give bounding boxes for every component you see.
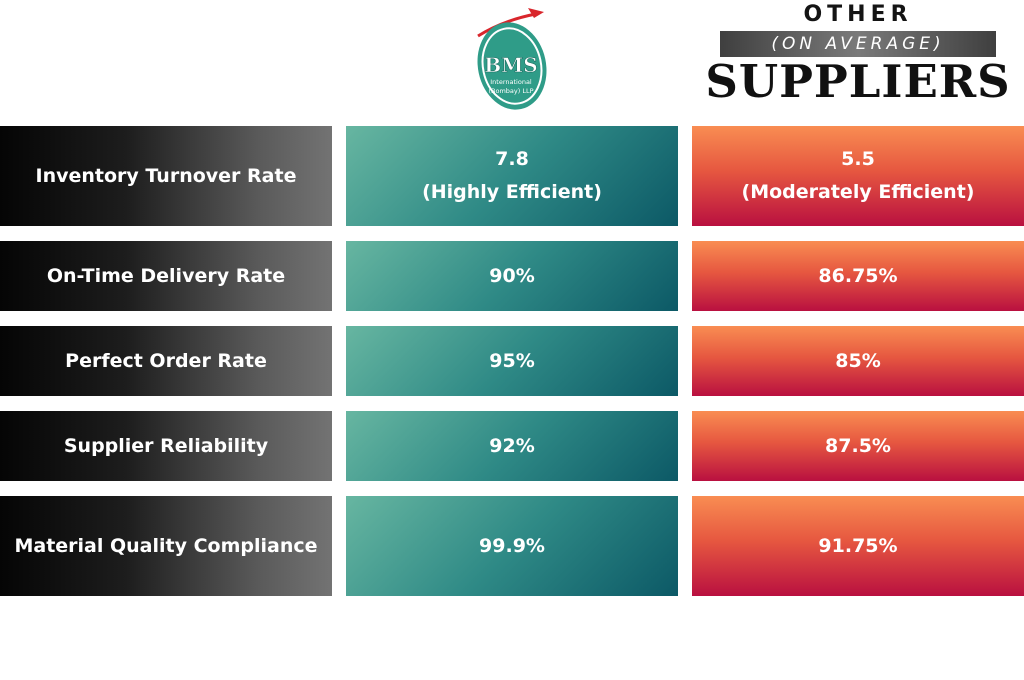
other-heading: OTHER — [803, 2, 913, 27]
bms-logo-line1: International — [490, 78, 532, 86]
on-average-label: (ON AVERAGE) — [771, 34, 945, 54]
other-value-cell: 87.5% — [692, 411, 1024, 481]
other-value-cell: 5.5 (Moderately Efficient) — [692, 126, 1024, 226]
on-average-band: (ON AVERAGE) — [720, 31, 996, 57]
bms-value: 7.8 (Highly Efficient) — [422, 148, 602, 203]
other-suppliers-header: OTHER (ON AVERAGE) SUPPLIERS — [692, 0, 1024, 120]
bms-value: 90% — [489, 264, 535, 287]
bms-value-cell: 7.8 (Highly Efficient) — [346, 126, 678, 226]
bms-value: 95% — [489, 349, 535, 372]
other-value: 87.5% — [825, 434, 891, 457]
metric-label: Perfect Order Rate — [65, 350, 267, 372]
bms-value: 92% — [489, 434, 535, 457]
bms-value-cell: 92% — [346, 411, 678, 481]
bms-logo: BMS International (Bombay) LLP — [477, 8, 547, 110]
bms-logo-line2: (Bombay) LLP — [488, 87, 533, 95]
other-value-cell: 86.75% — [692, 241, 1024, 311]
other-value-cell: 91.75% — [692, 496, 1024, 596]
metric-cell: Perfect Order Rate — [0, 326, 332, 396]
table-row: On-Time Delivery Rate 90% 86.75% — [0, 241, 1024, 311]
bms-header: BMS International (Bombay) LLP — [346, 0, 678, 120]
bms-value: 99.9% — [479, 534, 545, 557]
other-value: 85% — [835, 349, 881, 372]
metric-label: Supplier Reliability — [63, 435, 269, 457]
metric-cell: Inventory Turnover Rate — [0, 126, 332, 226]
metric-cell: Material Quality Compliance — [0, 496, 332, 596]
table-row: Material Quality Compliance 99.9% 91.75% — [0, 496, 1024, 596]
metric-cell: Supplier Reliability — [0, 411, 332, 481]
other-value: 5.5 (Moderately Efficient) — [741, 148, 975, 203]
table-row: Supplier Reliability 92% 87.5% — [0, 411, 1024, 481]
other-value: 91.75% — [818, 534, 898, 557]
table-row: Inventory Turnover Rate 7.8 (Highly Effi… — [0, 126, 1024, 226]
suppliers-heading: SUPPLIERS — [705, 55, 1011, 108]
metric-label: On-Time Delivery Rate — [46, 265, 286, 287]
other-value: 86.75% — [818, 264, 898, 287]
bms-value-cell: 99.9% — [346, 496, 678, 596]
bms-value-cell: 90% — [346, 241, 678, 311]
other-value-cell: 85% — [692, 326, 1024, 396]
metric-label: Material Quality Compliance — [14, 535, 318, 557]
table-row: Perfect Order Rate 95% 85% — [0, 326, 1024, 396]
metric-cell: On-Time Delivery Rate — [0, 241, 332, 311]
metric-label: Inventory Turnover Rate — [35, 165, 297, 187]
bms-logo-brand: BMS — [484, 53, 538, 77]
bms-value-cell: 95% — [346, 326, 678, 396]
